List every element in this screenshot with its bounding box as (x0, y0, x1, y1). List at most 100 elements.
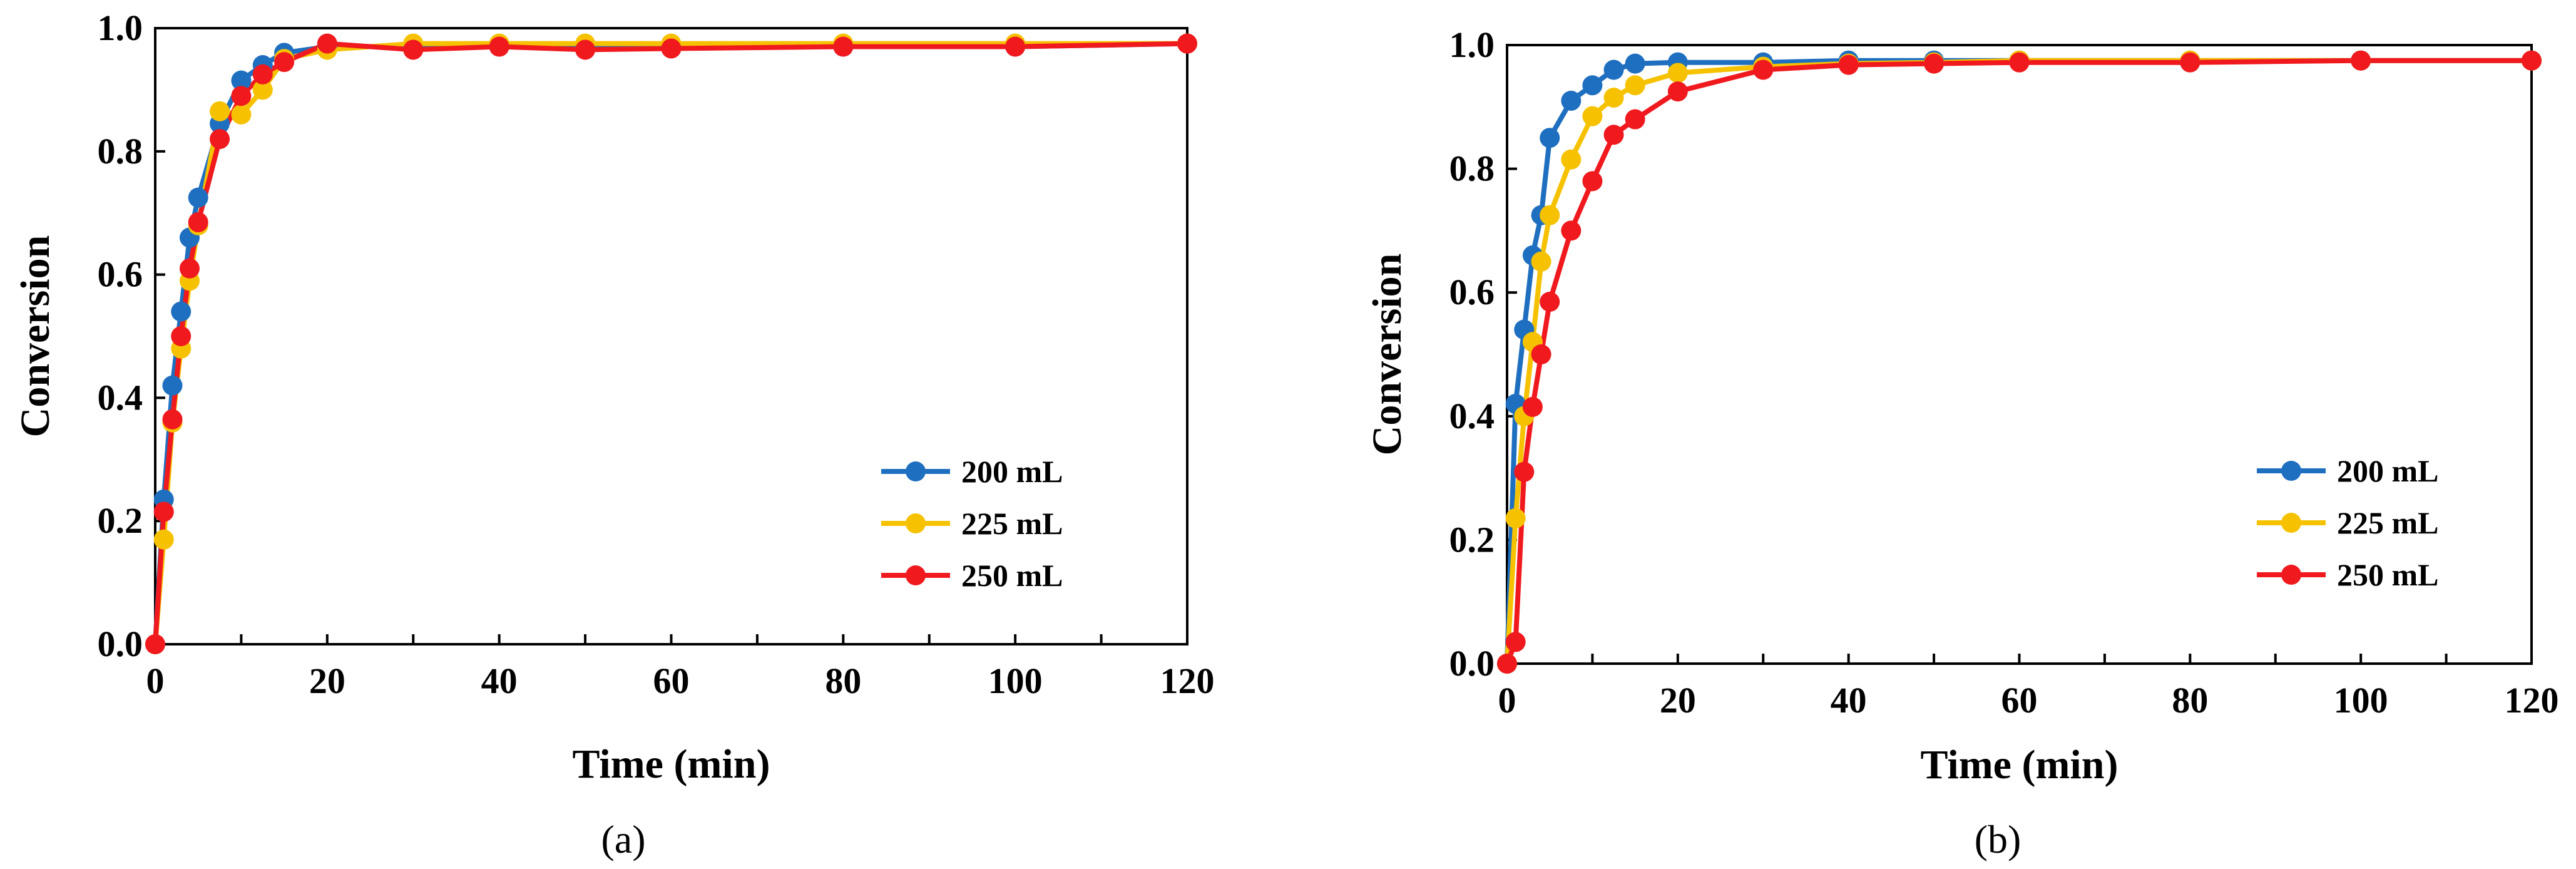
y-tick-label: 1.0 (1449, 24, 1495, 65)
legend-marker (2281, 565, 2301, 585)
y-tick-label: 0.0 (1449, 643, 1495, 684)
data-point (162, 409, 183, 429)
data-point (1603, 87, 1624, 108)
series-line-225-mL (153, 41, 1187, 645)
x-tick-label: 20 (309, 661, 345, 701)
x-axis-title: Time (min) (1921, 742, 2119, 788)
data-point (1582, 106, 1603, 126)
x-tick-label: 100 (988, 661, 1043, 701)
data-point (2351, 50, 2371, 71)
data-point (252, 80, 273, 100)
data-point (1603, 59, 1624, 80)
data-point (1505, 632, 1526, 652)
y-tick-label: 0.8 (1449, 148, 1495, 189)
data-point (231, 104, 252, 125)
legend-label: 225 mL (2337, 505, 2439, 540)
data-point (231, 86, 252, 106)
data-point (1561, 149, 1582, 170)
data-point (1838, 54, 1859, 75)
data-point (1753, 59, 1774, 80)
legend-label: 200 mL (2337, 453, 2439, 488)
data-point (153, 501, 174, 522)
legend-marker (2281, 513, 2301, 533)
data-point (153, 529, 174, 550)
data-point (1625, 75, 1645, 96)
legend-marker (906, 461, 926, 481)
data-point (1531, 344, 1551, 364)
x-tick-label: 40 (1831, 680, 1867, 721)
legend-label: 225 mL (961, 506, 1063, 541)
x-tick-label: 60 (2001, 680, 2038, 721)
y-tick-label: 0.6 (98, 254, 143, 295)
y-tick-label: 1.0 (98, 8, 143, 48)
y-tick-label: 0.2 (1449, 519, 1495, 560)
data-point (231, 70, 252, 91)
chart-panel-1: 0.0 0.2 0.4 0.6 0.8 1.0 0 20 40 60 80 100 120 Time (m… (1364, 24, 2559, 861)
data-point (1667, 81, 1688, 102)
legend-label: 250 mL (961, 558, 1063, 593)
data-point (145, 634, 165, 654)
data-point (1561, 90, 1582, 111)
y-tick-label: 0.4 (1449, 396, 1495, 436)
plot-frame (154, 27, 1188, 645)
data-point (252, 64, 273, 85)
data-point (1603, 125, 1624, 145)
data-point (1625, 53, 1645, 74)
data-point (1924, 53, 1945, 74)
data-point (188, 187, 208, 208)
x-tick-label: 120 (1160, 661, 1215, 701)
data-point (1540, 205, 1560, 225)
data-point (1005, 36, 1026, 57)
data-point (575, 39, 596, 60)
y-tick-label: 0.6 (1449, 272, 1495, 312)
data-point (2180, 52, 2200, 73)
data-point (1582, 75, 1603, 96)
data-point (2522, 50, 2542, 71)
x-tick-label: 20 (1660, 680, 1696, 721)
data-point (210, 101, 230, 121)
chart-panel-0: 0.0 0.2 0.4 0.6 0.8 1.0 0 20 40 60 80 100 120 Time (m… (13, 8, 1215, 861)
legend-label: 200 mL (961, 454, 1063, 489)
legend-marker (906, 565, 926, 585)
data-point (1582, 171, 1603, 192)
data-point (179, 258, 200, 279)
x-tick-label: 0 (146, 661, 165, 701)
y-tick-label: 0.0 (98, 624, 143, 664)
legend-marker (906, 513, 926, 533)
y-tick-label: 0.4 (98, 377, 143, 418)
data-point (1505, 508, 1526, 528)
x-tick-label: 120 (2505, 680, 2559, 721)
data-point (1514, 461, 1535, 482)
data-point (833, 36, 854, 57)
x-tick-label: 100 (2334, 680, 2388, 721)
panel-label: (b) (1975, 817, 2021, 861)
data-point (1531, 251, 1551, 272)
y-tick-label: 0.2 (98, 500, 143, 541)
data-point (188, 212, 208, 232)
y-axis-title: Conversion (1364, 254, 1410, 456)
series-line-200-mL (153, 41, 1188, 645)
data-point (171, 301, 192, 322)
data-point (489, 36, 509, 57)
data-point (1177, 33, 1197, 54)
x-tick-label: 60 (653, 661, 690, 701)
data-point (1540, 292, 1560, 312)
y-axis-title: Conversion (13, 235, 58, 438)
x-tick-label: 40 (481, 661, 518, 701)
x-tick-label: 80 (825, 661, 861, 701)
data-point (317, 33, 337, 54)
legend-label: 250 mL (2337, 557, 2439, 592)
data-point (1561, 220, 1582, 241)
data-point (162, 375, 183, 396)
panel-label: (a) (601, 817, 645, 861)
x-tick-label: 80 (2172, 680, 2208, 721)
data-point (1667, 63, 1688, 83)
x-axis-title: Time (min) (573, 741, 770, 787)
data-point (1497, 654, 1517, 674)
y-tick-label: 0.8 (98, 131, 143, 172)
data-point (1540, 128, 1560, 148)
data-point (171, 326, 192, 346)
series-line-250-mL (153, 41, 1188, 645)
data-point (1522, 396, 1543, 417)
